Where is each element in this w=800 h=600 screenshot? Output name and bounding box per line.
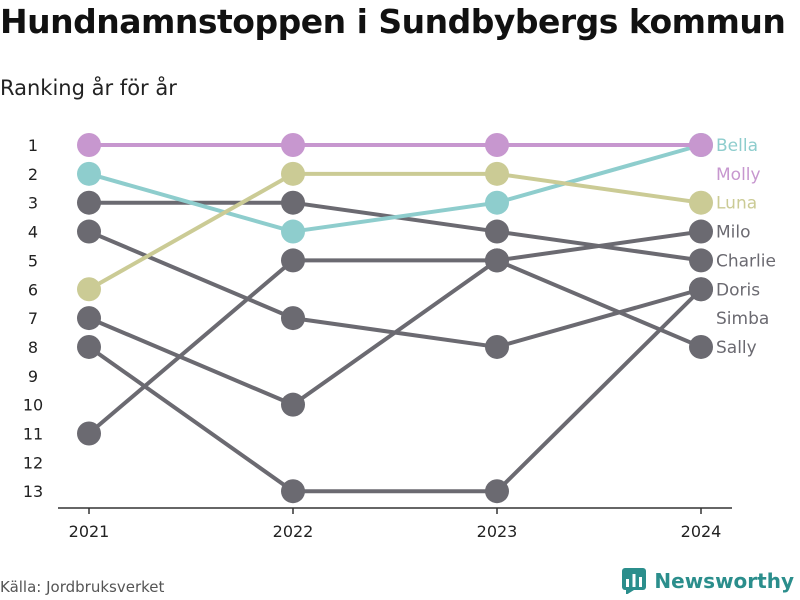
x-tick-label: 2021 <box>69 522 110 541</box>
y-tick-label: 1 <box>28 136 38 155</box>
point-bella-2022 <box>281 219 305 244</box>
end-label-molly: Molly <box>716 165 761 185</box>
point-simba-2023 <box>485 479 509 504</box>
point-milo-2021 <box>77 421 101 446</box>
point-charlie-2021 <box>77 190 101 215</box>
point-charlie-2024 <box>689 248 713 273</box>
series-line-charlie <box>87 200 703 263</box>
chart-title: Hundnamnstoppen i Sundbybergs kommun <box>0 2 786 41</box>
point-charlie-2022 <box>281 190 305 215</box>
y-tick-label: 2 <box>28 165 38 184</box>
y-tick-label: 4 <box>28 223 38 242</box>
brand-logo: Newsworthy <box>622 568 794 594</box>
point-milo-2022 <box>281 248 305 273</box>
series-line-bella <box>87 143 703 234</box>
end-label-doris: Doris <box>716 280 760 300</box>
y-tick-label: 6 <box>28 280 38 299</box>
chart-logo-icon <box>622 568 647 594</box>
point-simba-2022 <box>281 479 305 504</box>
source-note: Källa: Jordbruksverket <box>0 578 165 596</box>
end-label-bella: Bella <box>716 136 758 156</box>
point-sally-2024 <box>689 334 713 359</box>
x-tick-label: 2023 <box>477 522 518 541</box>
point-charlie-2023 <box>485 219 509 244</box>
y-tick-label: 11 <box>23 425 43 444</box>
series-line-luna <box>87 171 703 292</box>
y-tick-label: 10 <box>23 396 43 415</box>
point-doris-2021 <box>77 219 101 244</box>
point-molly-2023 <box>485 133 509 157</box>
point-molly-2022 <box>281 133 305 157</box>
y-tick-label: 7 <box>28 309 38 328</box>
end-label-charlie: Charlie <box>716 251 776 271</box>
y-tick-label: 3 <box>28 194 38 213</box>
y-tick-label: 8 <box>28 338 38 357</box>
x-tick-label: 2022 <box>273 522 314 541</box>
chart-subtitle: Ranking år för år <box>0 76 177 100</box>
point-simba-2024 <box>689 277 713 302</box>
y-tick-label: 5 <box>28 251 38 270</box>
point-milo-2024 <box>689 219 713 244</box>
point-luna-2024 <box>689 190 713 215</box>
point-sally-2021 <box>77 306 101 331</box>
y-tick-label: 13 <box>23 482 43 501</box>
point-bella-2021 <box>77 161 101 186</box>
point-sally-2022 <box>281 392 305 417</box>
y-tick-label: 9 <box>28 367 38 386</box>
point-simba-2021 <box>77 334 101 359</box>
point-luna-2022 <box>281 161 305 186</box>
point-bella-2023 <box>485 190 509 215</box>
point-molly-2024 <box>689 133 713 157</box>
end-label-simba: Simba <box>716 309 769 329</box>
point-sally-2023 <box>485 248 509 273</box>
point-molly-2021 <box>77 133 101 157</box>
end-label-milo: Milo <box>716 223 751 243</box>
series-line-sally <box>87 258 703 407</box>
point-doris-2022 <box>281 306 305 331</box>
point-doris-2023 <box>485 334 509 359</box>
point-luna-2021 <box>77 277 101 302</box>
end-label-luna: Luna <box>716 194 757 214</box>
y-tick-label: 12 <box>23 453 43 472</box>
x-tick-label: 2024 <box>681 522 722 541</box>
series-line-simba <box>87 287 703 494</box>
end-label-sally: Sally <box>716 338 757 358</box>
brand-name: Newsworthy <box>654 569 794 593</box>
point-luna-2023 <box>485 161 509 186</box>
